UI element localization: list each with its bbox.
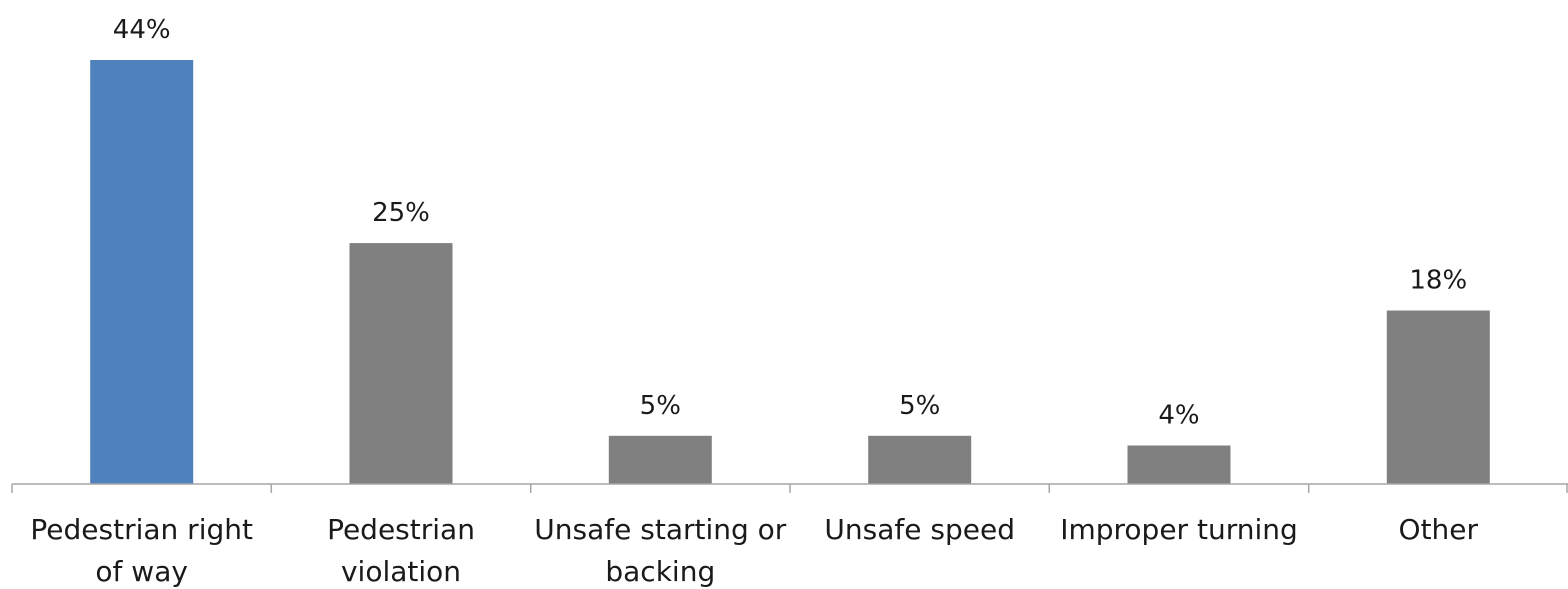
value-label-3: 5% (899, 391, 940, 421)
category-label-5: Other (1399, 513, 1479, 546)
value-label-1: 25% (372, 198, 430, 228)
category-label-4: Improper turning (1060, 513, 1298, 546)
category-label-3: Unsafe speed (824, 513, 1015, 546)
value-label-4: 4% (1158, 401, 1199, 431)
value-labels-group: 44% 25% 5% 5% 4% 18% (113, 15, 1467, 431)
bar-2 (608, 435, 712, 484)
bar-4 (1127, 445, 1231, 484)
bar-5 (1386, 310, 1490, 484)
value-label-2: 5% (640, 391, 681, 421)
x-axis (11, 483, 1568, 493)
category-label-1: Pedestrian violation (327, 513, 475, 588)
category-label-2: Unsafe starting or backing (534, 513, 787, 588)
bar-1 (349, 243, 453, 484)
category-labels-group: Pedestrian right of way Pedestrian violatio… (30, 513, 1478, 588)
category-label-0: Pedestrian right of way (30, 513, 253, 588)
bars-group (90, 60, 1490, 484)
bar-0 (90, 60, 194, 484)
value-label-0: 44% (113, 15, 171, 45)
bar-3 (868, 435, 972, 484)
value-label-5: 18% (1409, 266, 1467, 296)
